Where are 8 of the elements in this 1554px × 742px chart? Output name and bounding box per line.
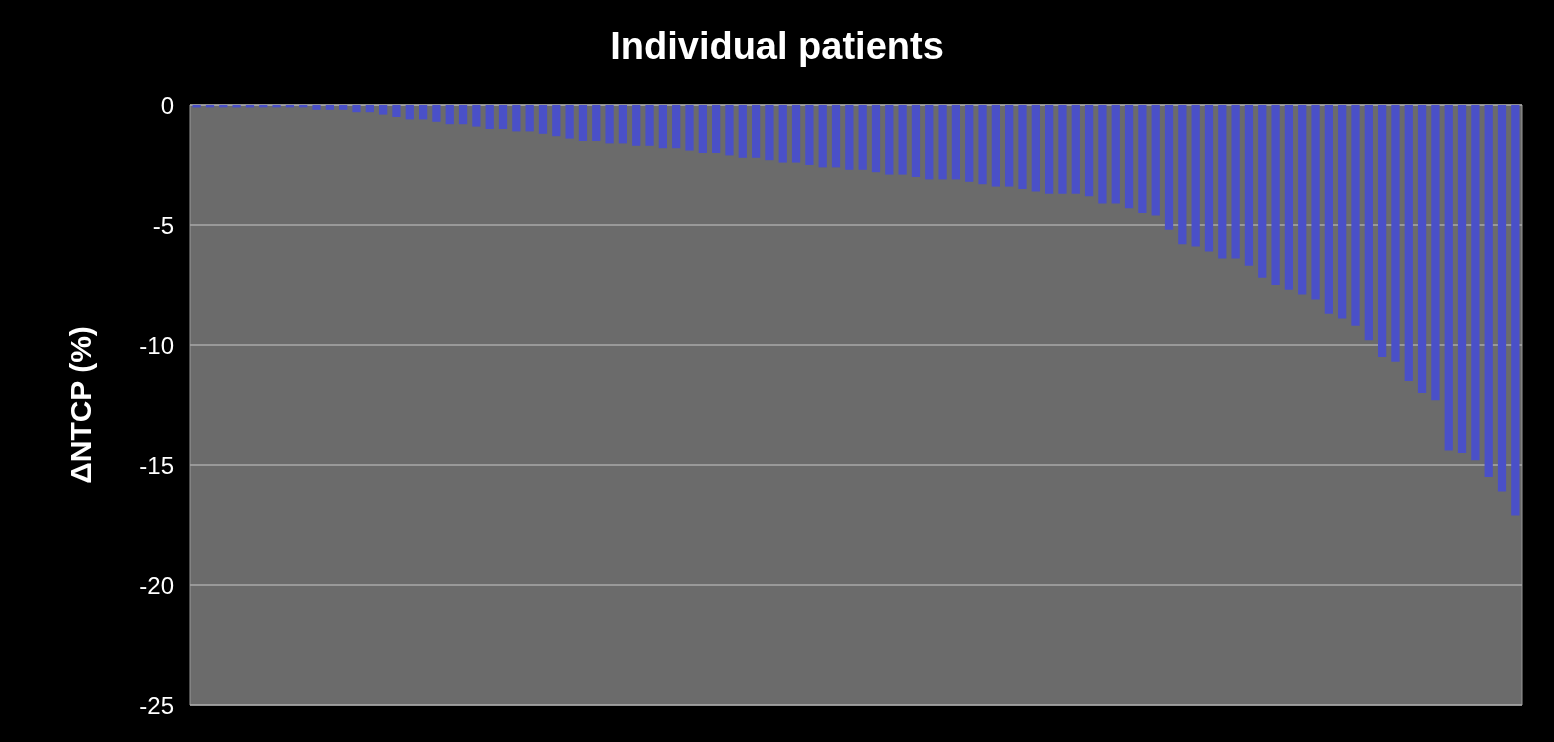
y-tick-label: -15 <box>139 451 174 479</box>
chart-title: Individual patients <box>610 25 944 67</box>
y-tick-label: -20 <box>139 571 174 599</box>
y-tick-label: -25 <box>139 691 174 719</box>
y-tick-label: -10 <box>139 331 174 359</box>
y-tick-label: 0 <box>160 91 174 119</box>
y-axis-title: ΔNTCP (%) <box>63 326 97 484</box>
y-tick-label: -5 <box>152 211 174 239</box>
